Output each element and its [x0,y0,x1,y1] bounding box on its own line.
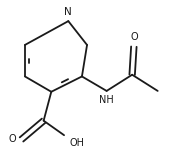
Text: O: O [9,134,16,144]
Text: OH: OH [69,138,84,148]
Text: N: N [64,7,72,17]
Text: NH: NH [99,95,114,105]
Text: O: O [130,32,138,42]
